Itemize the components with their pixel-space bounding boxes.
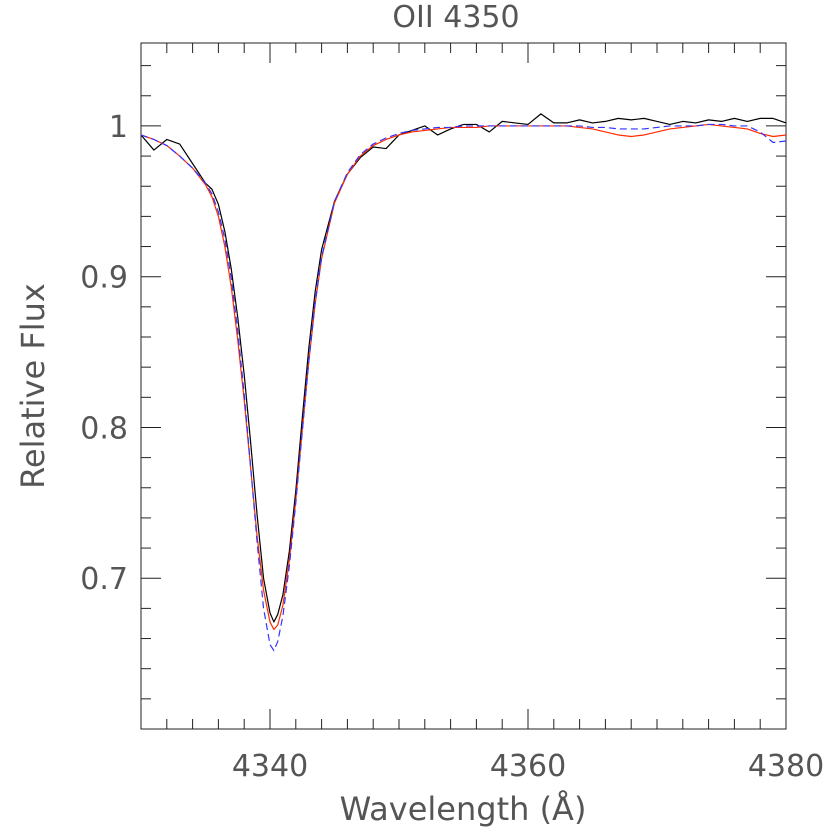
axis-ticks	[140, 43, 787, 730]
y-tick-label: 0.8	[80, 411, 128, 446]
y-tick-label: 0.7	[80, 562, 128, 597]
series-line-2	[140, 123, 787, 631]
x-tick-label: 4380	[748, 749, 824, 784]
y-tick-label: 1	[109, 110, 128, 145]
x-tick-label: 4340	[232, 749, 308, 784]
axis-tick-labels: 4340 4360 4380 0.7 0.8 0.9 1	[80, 110, 824, 784]
x-tick-label: 4360	[490, 749, 566, 784]
series-lines	[140, 113, 787, 652]
series-line-1	[140, 113, 787, 623]
plot-frame	[140, 42, 787, 730]
y-tick-label: 0.9	[80, 261, 128, 296]
series-line-3	[140, 123, 787, 652]
y-axis-label: Relative Flux	[14, 283, 52, 489]
chart-title: OII 4350	[392, 0, 519, 35]
x-axis-label: Wavelength (Å)	[340, 790, 587, 828]
